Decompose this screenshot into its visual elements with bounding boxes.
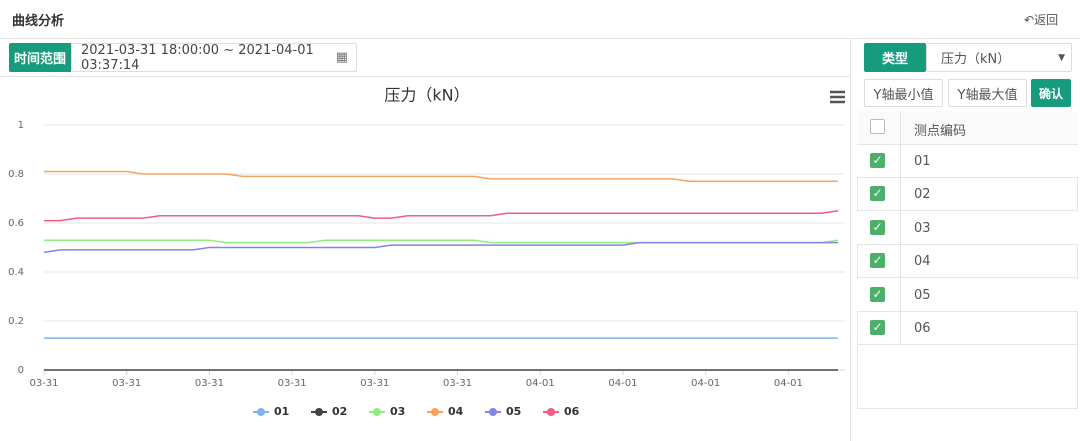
header-checkbox[interactable]	[870, 119, 885, 134]
table-row: ✓ 04	[857, 245, 1078, 279]
cell-divider	[900, 211, 901, 244]
table-row: ✓ 06	[857, 312, 1078, 345]
chart-panel	[0, 38, 851, 441]
select-arrow: ▼	[1058, 52, 1065, 63]
row-checkbox[interactable]: ✓	[870, 186, 885, 202]
cell-divider	[900, 111, 901, 144]
row-label: 05	[914, 287, 931, 303]
time-range-value: 2021-03-31 18:00:00 ~ 2021-04-01 03:37:1…	[81, 42, 314, 73]
y-tick-label: 0.4	[8, 267, 24, 278]
table-row: ✓ 03	[857, 211, 1078, 245]
row-checkbox[interactable]: ✓	[870, 253, 885, 269]
row-checkbox[interactable]: ✓	[870, 153, 885, 168]
legend-marker	[257, 408, 265, 416]
series-line	[44, 170, 838, 183]
x-tick-label: 03-31	[112, 378, 141, 389]
y-min-input[interactable]: Y轴最小值	[864, 79, 943, 107]
x-tick-label: 03-31	[443, 378, 472, 389]
legend-item[interactable]: 05	[485, 405, 521, 418]
legend-label: 02	[332, 405, 347, 418]
row-label: 01	[914, 154, 931, 169]
calendar-icon: ▦	[335, 50, 348, 65]
x-tick-label: 03-31	[278, 378, 307, 389]
y-tick-label: 0	[18, 365, 24, 376]
table-header-label: 测点编码	[914, 124, 967, 139]
back-label: 返回	[1034, 13, 1059, 27]
table-row: ✓ 01	[857, 145, 1078, 178]
x-tick-label: 03-31	[360, 378, 389, 389]
row-checkbox[interactable]: ✓	[870, 286, 885, 302]
chart: 压力（kN） 0 0.2 0.4 0.6 0.8 1 03-31 03-31 03-31 03-3…	[8, 86, 845, 418]
table-header: 测点编码	[857, 111, 1078, 145]
legend-label: 04	[448, 405, 464, 418]
back-icon: ↶	[1024, 13, 1035, 27]
row-label: 03	[914, 220, 931, 236]
row-checkbox[interactable]: ✓	[870, 320, 885, 335]
y-tick-label: 0.2	[8, 316, 24, 327]
y-tick-label: 1	[18, 120, 24, 131]
row-checkbox[interactable]: ✓	[870, 219, 885, 235]
legend-item[interactable]: 06	[543, 405, 580, 418]
legend-marker	[547, 408, 555, 416]
type-select-value: 压力（kN）	[941, 52, 1011, 67]
legend-item[interactable]: 01	[253, 405, 289, 418]
cell-divider	[900, 178, 901, 211]
x-tick-label: 04-01	[691, 378, 720, 389]
legend-marker	[373, 408, 381, 416]
y-tick-label: 0.8	[8, 169, 24, 180]
legend-marker	[489, 408, 497, 416]
table-row: ✓ 02	[857, 178, 1078, 212]
legend-item[interactable]: 02	[311, 405, 347, 418]
legend-label: 01	[274, 405, 289, 418]
page-title: 曲线分析	[12, 14, 65, 29]
row-label: 02	[914, 187, 931, 203]
header	[0, 0, 1080, 39]
cell-divider	[900, 278, 901, 311]
row-label: 04	[914, 254, 931, 270]
time-range-input[interactable]: 2021-03-31 18:00:00 ~ 2021-04-01 03:37:1…	[71, 42, 357, 73]
back-button[interactable]: ↶返回	[1024, 11, 1058, 28]
legend-item[interactable]: 03	[369, 405, 405, 418]
legend-marker	[431, 408, 439, 416]
menu-icon[interactable]	[830, 90, 845, 104]
legend-label: 06	[564, 405, 580, 418]
series-line	[43, 241, 838, 254]
x-tick-label: 03-31	[195, 378, 224, 389]
table-row: ✓ 05	[857, 278, 1078, 312]
x-tick-label: 04-01	[774, 378, 803, 389]
series-line	[44, 210, 839, 222]
cell-divider	[900, 245, 901, 278]
legend-marker	[315, 408, 323, 416]
cell-divider	[900, 145, 901, 177]
legend-label: 03	[390, 405, 405, 418]
y-tick-label: 0.6	[8, 218, 24, 229]
divider	[0, 76, 850, 77]
legend-label: 05	[506, 405, 521, 418]
x-tick-label: 03-31	[29, 378, 58, 389]
cell-divider	[900, 312, 901, 344]
legend-item[interactable]: 04	[427, 405, 464, 418]
x-tick-label: 04-01	[608, 378, 637, 389]
type-label: 类型	[864, 43, 926, 72]
row-label: 06	[914, 321, 931, 336]
confirm-button[interactable]: 确认	[1031, 79, 1071, 107]
x-tick-label: 04-01	[526, 378, 555, 389]
chart-title: 压力（kN）	[384, 86, 469, 105]
y-max-input[interactable]: Y轴最大值	[948, 79, 1027, 107]
time-range-label: 时间范围	[9, 43, 71, 72]
type-select[interactable]: 压力（kN） ▼	[926, 43, 1072, 72]
